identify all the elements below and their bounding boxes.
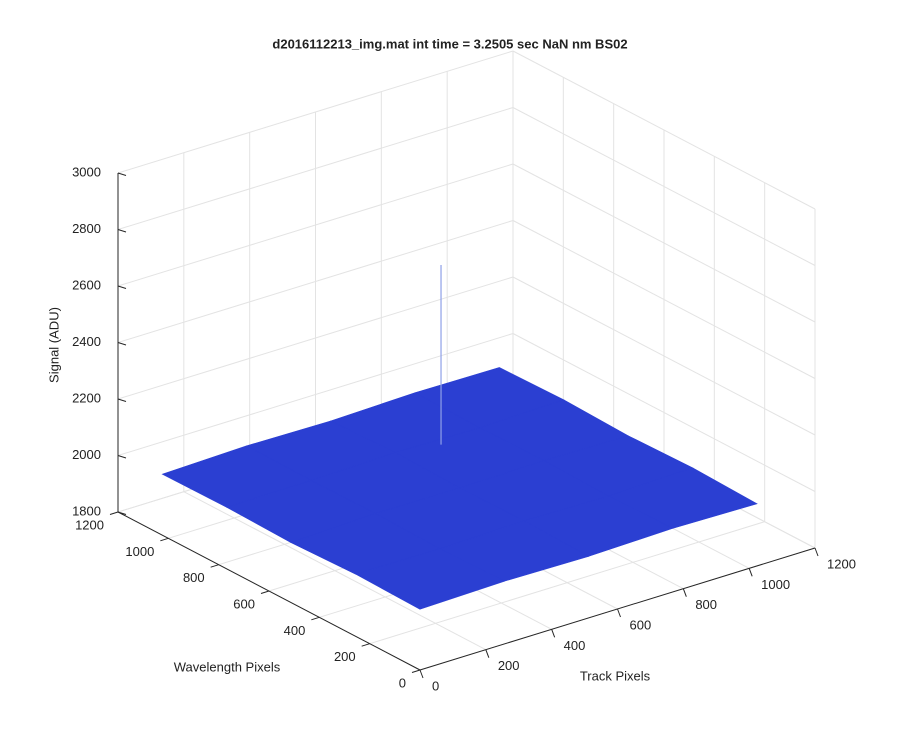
grid-line — [512, 333, 816, 492]
tick-mark — [361, 643, 370, 647]
y-tick-label: 200 — [334, 649, 356, 664]
grid-line — [512, 220, 816, 379]
grid-line — [512, 163, 816, 323]
tick-mark — [117, 455, 127, 459]
chart-title: d2016112213_img.mat int time = 3.2505 se… — [272, 36, 627, 51]
x-tick-label: 1000 — [761, 577, 790, 592]
grid-line — [117, 107, 514, 230]
grid-line — [117, 220, 514, 343]
tick-mark — [210, 564, 219, 568]
y-tick-label: 800 — [183, 570, 205, 585]
tick-mark — [682, 588, 687, 597]
y-tick-label: 1200 — [75, 517, 104, 532]
tick-mark — [551, 629, 556, 638]
z-tick-label: 1800 — [72, 503, 101, 518]
grid-line — [117, 276, 514, 400]
z-axis-label: Signal (ADU) — [46, 307, 61, 383]
grid-line — [117, 163, 514, 287]
grid-line — [512, 107, 816, 266]
tick-mark — [260, 590, 270, 594]
tick-mark — [311, 616, 320, 621]
tick-mark — [117, 172, 127, 176]
z-tick-label: 2000 — [72, 447, 101, 462]
tick-mark — [485, 649, 490, 658]
surface-patch — [354, 548, 506, 610]
grid-line — [512, 50, 816, 210]
grid-line — [369, 521, 765, 645]
tick-mark — [748, 568, 753, 577]
tick-mark — [814, 547, 819, 557]
y-axis-label: Wavelength Pixels — [174, 659, 281, 674]
x-tick-label: 800 — [695, 597, 717, 612]
y-tick-label: 1000 — [125, 544, 154, 559]
x-tick-label: 200 — [498, 658, 520, 673]
z-tick-label: 2800 — [72, 221, 101, 236]
x-axis-label: Track Pixels — [580, 668, 651, 683]
tick-mark — [117, 398, 127, 402]
y-tick-label: 600 — [233, 596, 255, 611]
tick-mark — [117, 229, 127, 233]
z-tick-label: 2200 — [72, 390, 101, 405]
x-tick-label: 600 — [630, 617, 652, 632]
grid-line — [117, 50, 514, 174]
z-tick-label: 2600 — [72, 277, 101, 292]
tick-mark — [617, 608, 621, 618]
tick-mark — [419, 669, 424, 679]
y-tick-label: 400 — [284, 623, 306, 638]
tick-mark — [117, 285, 127, 289]
tick-mark — [117, 342, 127, 346]
x-tick-label: 400 — [564, 638, 586, 653]
z-tick-label: 3000 — [72, 164, 101, 179]
tick-mark — [109, 511, 119, 515]
tick-mark — [411, 669, 421, 673]
tick-mark — [160, 537, 169, 542]
x-tick-label: 1200 — [827, 556, 856, 571]
z-tick-label: 2400 — [72, 334, 101, 349]
x-tick-label: 0 — [432, 678, 439, 693]
grid-line — [117, 333, 514, 456]
grid-line — [512, 276, 816, 436]
y-tick-label: 0 — [399, 675, 406, 690]
tick-mark — [117, 511, 127, 515]
